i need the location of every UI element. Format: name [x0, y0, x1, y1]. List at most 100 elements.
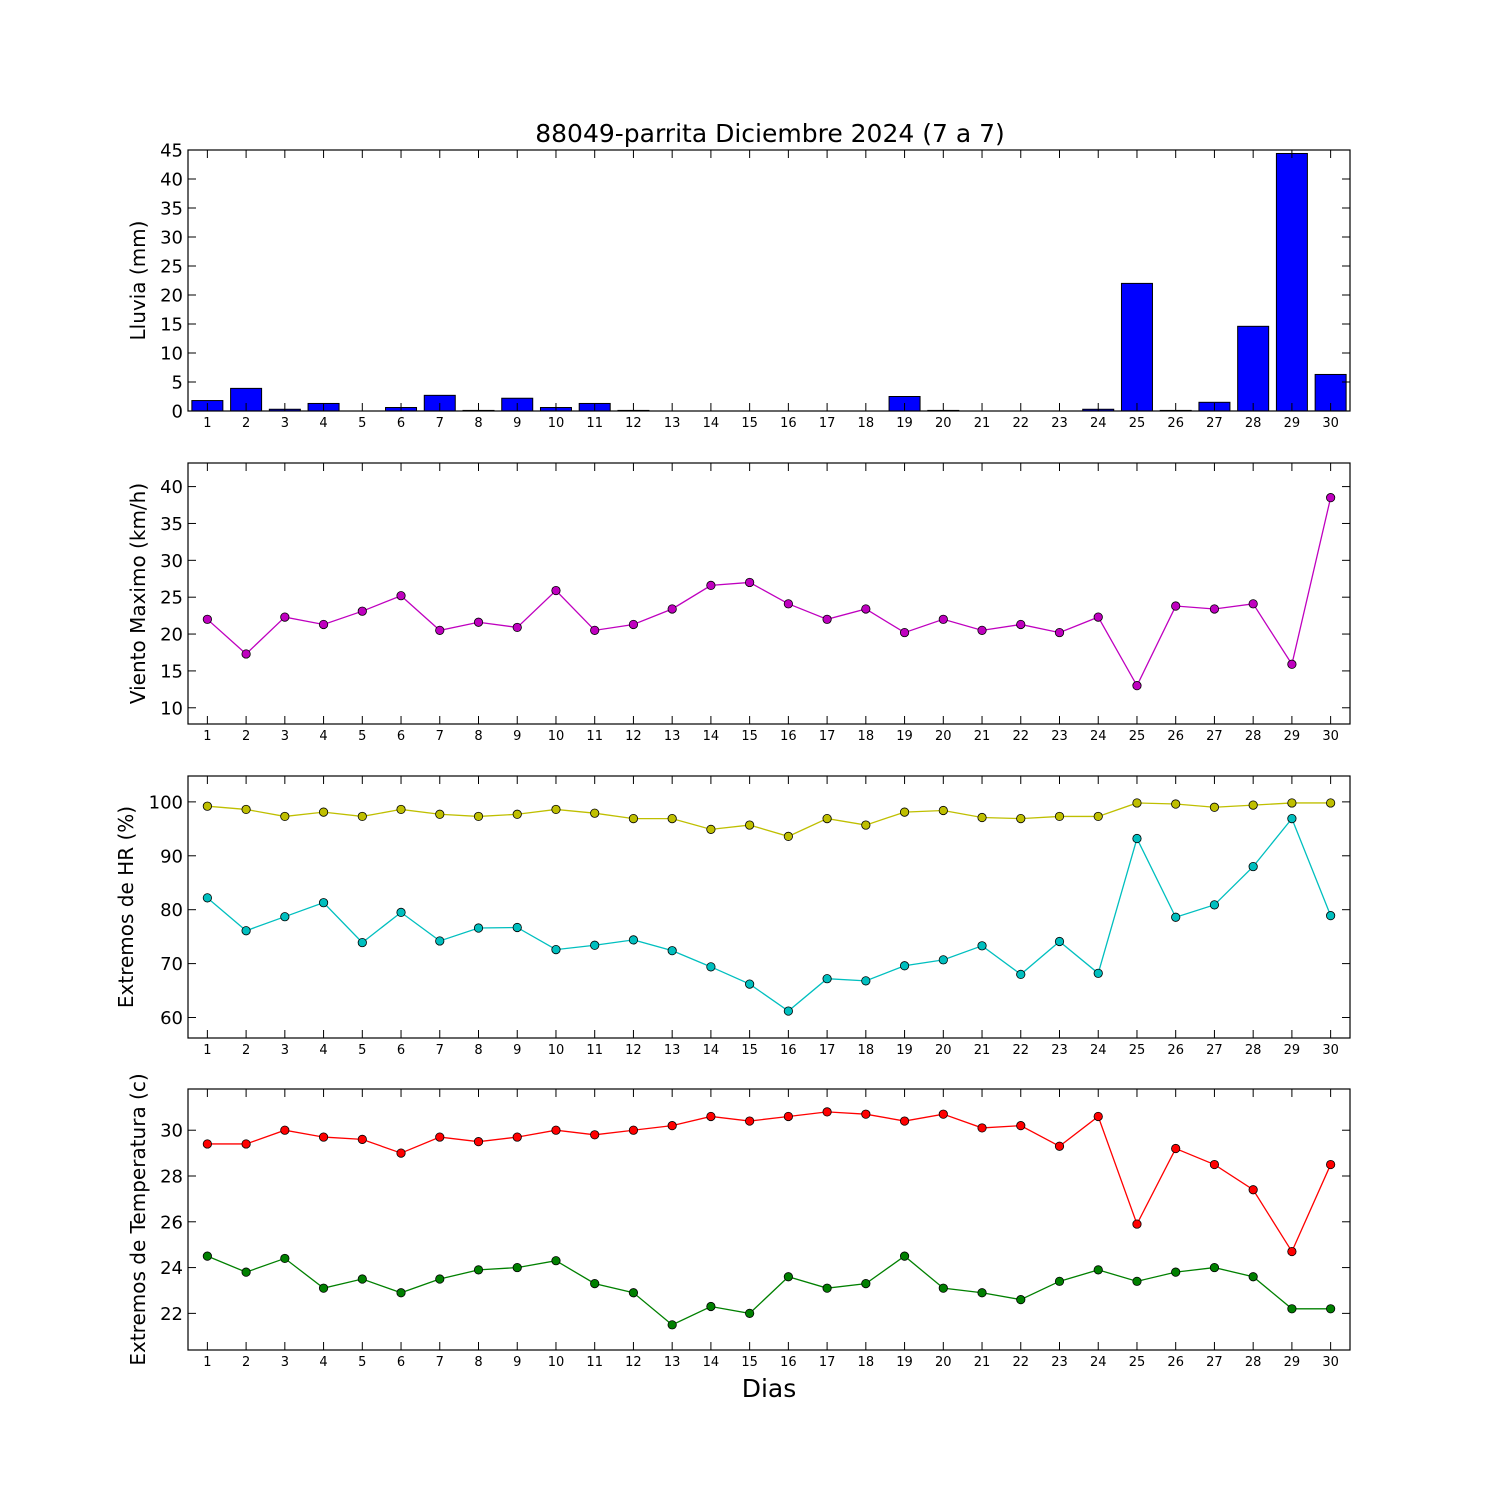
x-tick-label: 4 — [319, 729, 327, 744]
point-series-1-day-23 — [1054, 811, 1065, 822]
x-tick-label: 29 — [1284, 416, 1301, 431]
point-series-1-day-13 — [667, 813, 677, 824]
point-series-1-day-2 — [241, 804, 251, 815]
x-tick-label: 12 — [625, 416, 642, 431]
x-tick-label: 4 — [319, 1355, 327, 1370]
point-series-2-day-18 — [861, 1279, 871, 1289]
x-tick-label: 26 — [1167, 729, 1184, 744]
point-series-2-day-13 — [667, 946, 677, 956]
x-tick-label: 28 — [1245, 729, 1262, 744]
point-series-1-day-24 — [1093, 1111, 1103, 1122]
x-tick-label: 27 — [1206, 1355, 1223, 1370]
y-tick-label: 28 — [160, 1167, 183, 1188]
x-tick-label: 13 — [664, 729, 681, 744]
point-series-2-day-30 — [1326, 911, 1336, 921]
x-tick-label: 24 — [1090, 416, 1107, 431]
point-series-2-day-11 — [590, 940, 600, 950]
point-series-1-day-7 — [435, 809, 445, 819]
x-tick-label: 1 — [203, 1043, 211, 1058]
x-tick-label: 14 — [703, 1355, 720, 1370]
y-tick-label: 0 — [172, 402, 183, 423]
y-tick-label: 30 — [160, 228, 183, 249]
point-series-2-day-10 — [551, 1256, 561, 1266]
point-series-2-day-24 — [1093, 1265, 1103, 1275]
y-axis-label: Extremos de Temperatura (c) — [126, 1073, 150, 1365]
y-tick-label: 35 — [160, 199, 183, 220]
x-tick-label: 27 — [1206, 1043, 1223, 1058]
point-series-1-day-24 — [1093, 811, 1103, 822]
y-tick-label: 5 — [172, 373, 183, 394]
x-tick-label: 29 — [1284, 1355, 1301, 1370]
point-series-1-day-16 — [783, 1111, 793, 1122]
point-series-1-day-26 — [1171, 1143, 1181, 1154]
point-series-1-day-20 — [938, 614, 948, 624]
x-tick-label: 5 — [358, 729, 366, 744]
point-series-2-day-3 — [280, 1253, 290, 1264]
point-series-2-day-6 — [396, 1288, 406, 1298]
x-tick-label: 2 — [242, 729, 250, 744]
point-series-1-day-9 — [512, 1132, 522, 1142]
point-series-2-day-30 — [1326, 1304, 1336, 1314]
point-series-1-day-3 — [280, 811, 290, 822]
point-series-1-day-12 — [628, 619, 639, 630]
point-series-1-day-5 — [357, 1134, 367, 1144]
x-tick-label: 30 — [1322, 416, 1339, 431]
x-tick-label: 21 — [974, 1043, 991, 1058]
point-series-1-day-19 — [899, 1116, 910, 1126]
point-series-1-day-16 — [783, 831, 793, 841]
point-series-1-day-27 — [1209, 802, 1220, 812]
point-series-1-day-5 — [357, 606, 367, 616]
x-axis-label: Dias — [742, 1374, 797, 1403]
x-tick-label: 17 — [819, 1355, 836, 1370]
point-series-2-day-23 — [1054, 1276, 1065, 1286]
x-tick-label: 16 — [780, 729, 797, 744]
x-tick-label: 28 — [1245, 1043, 1262, 1058]
x-tick-label: 1 — [203, 416, 211, 431]
x-tick-label: 14 — [703, 416, 720, 431]
x-tick-label: 27 — [1206, 729, 1223, 744]
point-series-2-day-1 — [202, 1251, 212, 1261]
point-series-2-day-16 — [783, 1006, 793, 1016]
point-series-2-day-12 — [628, 1288, 639, 1298]
x-tick-label: 10 — [548, 416, 565, 431]
x-tick-label: 23 — [1051, 729, 1068, 744]
x-tick-label: 7 — [436, 1355, 444, 1370]
x-tick-label: 15 — [741, 1355, 758, 1370]
point-series-2-day-14 — [706, 962, 716, 972]
point-series-2-day-15 — [745, 1308, 755, 1318]
point-series-2-day-7 — [435, 936, 445, 946]
point-series-1-day-17 — [822, 614, 832, 624]
x-tick-label: 28 — [1245, 416, 1262, 431]
point-series-2-day-21 — [977, 1288, 987, 1298]
point-series-1-day-29 — [1287, 659, 1297, 669]
point-series-2-day-20 — [938, 955, 948, 965]
point-series-1-day-11 — [590, 808, 600, 818]
x-tick-label: 20 — [935, 1043, 952, 1058]
point-series-1-day-8 — [473, 1137, 484, 1147]
y-tick-label: 30 — [160, 1121, 183, 1142]
x-tick-label: 26 — [1167, 1043, 1184, 1058]
point-series-2-day-3 — [280, 912, 290, 922]
point-series-2-day-29 — [1287, 1304, 1297, 1314]
point-series-2-day-12 — [628, 935, 639, 945]
x-tick-label: 3 — [281, 1043, 289, 1058]
point-series-1-day-1 — [202, 801, 212, 811]
x-tick-label: 3 — [281, 1355, 289, 1370]
point-series-2-day-27 — [1209, 1262, 1220, 1273]
x-tick-label: 13 — [664, 1043, 681, 1058]
y-tick-label: 20 — [160, 625, 183, 646]
y-tick-label: 10 — [160, 344, 183, 365]
point-series-1-day-7 — [435, 625, 445, 635]
point-series-2-day-25 — [1132, 1276, 1142, 1286]
x-tick-label: 19 — [896, 1355, 913, 1370]
axes-frame — [187, 1088, 1351, 1351]
x-tick-label: 18 — [858, 729, 875, 744]
point-series-1-day-10 — [551, 804, 561, 815]
x-tick-label: 14 — [703, 1043, 720, 1058]
point-series-1-day-7 — [435, 1132, 445, 1142]
point-series-1-day-1 — [202, 614, 212, 624]
point-series-1-day-8 — [473, 811, 484, 822]
point-series-2-day-25 — [1132, 833, 1142, 844]
x-tick-label: 6 — [397, 1043, 405, 1058]
